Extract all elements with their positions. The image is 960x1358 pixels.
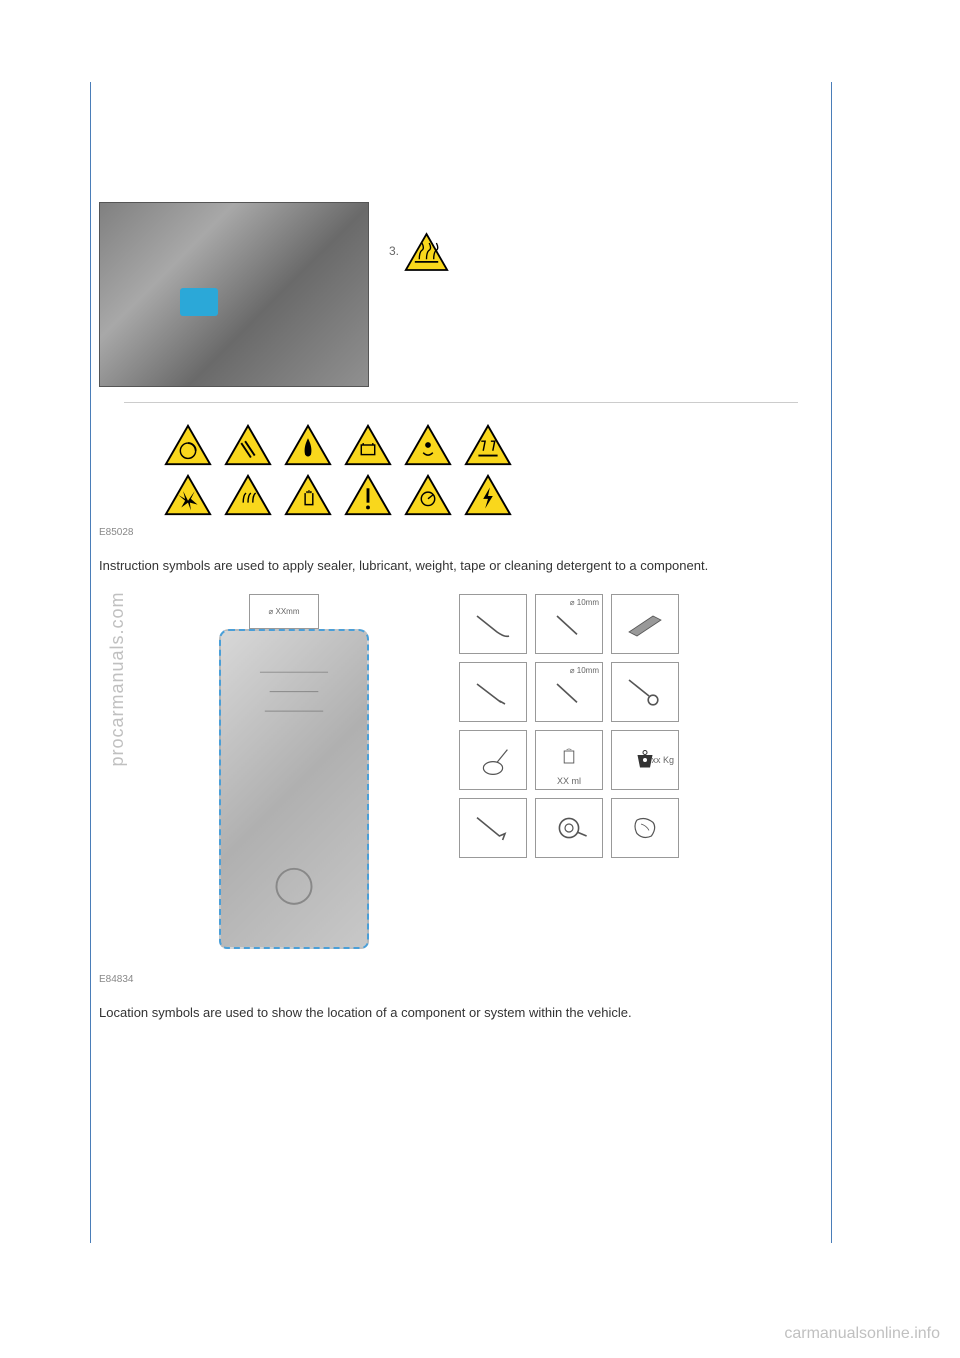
timing-cover-shape <box>219 629 369 949</box>
location-symbols-text: Location symbols are used to show the lo… <box>99 1003 823 1023</box>
tape-icon <box>535 798 603 858</box>
instruction-symbols-text: Instruction symbols are used to apply se… <box>99 556 823 576</box>
warning-row-2 <box>164 473 823 517</box>
toxic-hazard-icon <box>404 423 452 467</box>
content-frame: 3. E85028 Instruction symbols are used t… <box>90 82 832 1243</box>
explosion-hazard-icon <box>164 473 212 517</box>
hot-hazard-icon <box>224 473 272 517</box>
scraper-icon <box>611 594 679 654</box>
diameter-10mm-icon-2: ⌀ 10mm <box>535 662 603 722</box>
diameter-callout: ⌀ XXmm <box>249 594 319 629</box>
weight-kg-icon: xx Kg <box>611 730 679 790</box>
instruction-figure: ⌀ XXmm ⌀ 10mm ⌀ 10mm XX ml xx Kg <box>219 594 823 964</box>
step-number: 3. <box>389 244 399 258</box>
rotating-parts-icon <box>164 423 212 467</box>
general-warning-icon <box>344 473 392 517</box>
hot-surface-warning-icon <box>404 232 449 272</box>
component-diagram: ⌀ XXmm <box>219 594 394 964</box>
fire-hazard-icon <box>284 423 332 467</box>
warning-row-1 <box>164 423 823 467</box>
roller-icon <box>611 662 679 722</box>
applicator-icon <box>459 662 527 722</box>
container-ml-icon: XX ml <box>535 730 603 790</box>
instruction-icon-grid: ⌀ 10mm ⌀ 10mm XX ml xx Kg <box>459 594 679 964</box>
pressure-hazard-icon <box>404 473 452 517</box>
sealer-bead-icon <box>459 594 527 654</box>
cloth-wipe-icon <box>611 798 679 858</box>
electric-hazard-icon <box>464 473 512 517</box>
hand-hazard-icon <box>284 473 332 517</box>
oil-can-icon <box>459 730 527 790</box>
engine-photo <box>99 202 369 387</box>
section-divider <box>124 402 798 403</box>
corrosive-hazard-icon <box>464 423 512 467</box>
coolant-cap <box>180 288 218 316</box>
brush-icon <box>459 798 527 858</box>
diameter-10mm-icon-1: ⌀ 10mm <box>535 594 603 654</box>
battery-hazard-icon <box>344 423 392 467</box>
cut-hazard-icon <box>224 423 272 467</box>
watermark-bottom: carmanualsonline.info <box>784 1325 940 1343</box>
figure-label-1: E85028 <box>99 527 823 538</box>
warning-symbols-grid <box>164 423 823 517</box>
figure-label-2: E84834 <box>99 974 823 985</box>
photo-row: 3. <box>99 202 823 387</box>
